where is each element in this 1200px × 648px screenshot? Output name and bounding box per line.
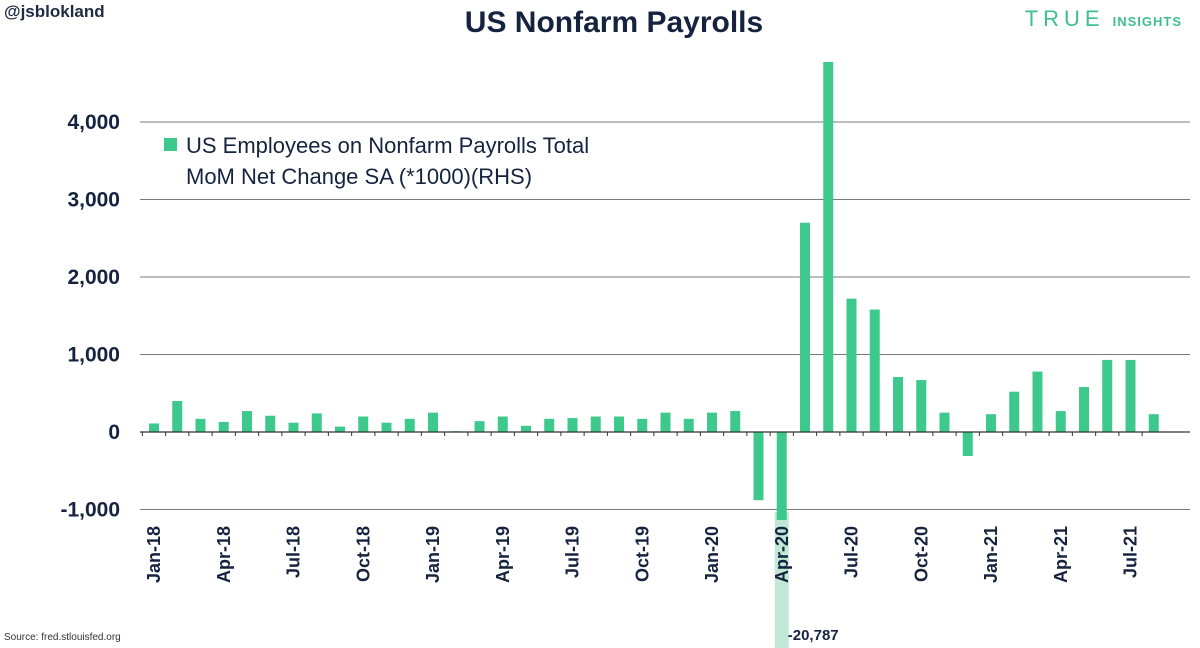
gridlines xyxy=(140,121,1190,510)
bar-dec-19 xyxy=(683,418,694,432)
bar-aug-20 xyxy=(869,309,880,432)
bar-mar-20 xyxy=(753,432,764,501)
axes: -1,000 0 1,000 2,000 3,000 4,000 Jan-18 Apr-18 J… xyxy=(60,111,1190,644)
x-tick-label: Jan-19 xyxy=(423,526,443,583)
bars xyxy=(149,62,1159,520)
y-tick-label: -1,000 xyxy=(60,499,120,522)
bar-apr-21 xyxy=(1055,411,1066,432)
bar-aug-18 xyxy=(311,413,322,432)
x-tick-label: Apr-18 xyxy=(214,526,234,583)
x-tick-label: Apr-20 xyxy=(772,526,792,583)
bar-mar-21 xyxy=(1032,371,1043,432)
bar-oct-19 xyxy=(637,418,648,432)
clipped-value-label: -20,787 xyxy=(788,627,839,644)
author-handle: @jsblokland xyxy=(4,2,105,21)
bar-sep-20 xyxy=(893,376,903,432)
y-tick-label: 1,000 xyxy=(67,344,120,367)
x-tick-label: Jul-18 xyxy=(284,526,304,578)
bar-feb-18 xyxy=(172,401,183,432)
bar-may-20 xyxy=(800,222,810,432)
legend-swatch xyxy=(164,138,177,151)
x-tick-label: Oct-18 xyxy=(353,526,373,582)
source-note: Source: fred.stlouisfed.org xyxy=(4,632,121,643)
brand-logo: TRUE INSIGHTS xyxy=(1025,6,1182,32)
bar-may-19 xyxy=(521,425,531,432)
bar-nov-19 xyxy=(660,412,671,432)
bar-dec-20 xyxy=(962,432,973,457)
bar-apr-18 xyxy=(218,421,229,432)
bar-may-18 xyxy=(242,411,252,432)
bar-jan-21 xyxy=(986,414,996,432)
x-tick-label: Jul-21 xyxy=(1121,526,1141,578)
bar-jan-18 xyxy=(149,423,159,432)
bar-jun-21 xyxy=(1102,359,1113,432)
y-tick-label: 2,000 xyxy=(67,266,120,289)
x-tick-label: Jan-21 xyxy=(981,526,1001,583)
bar-apr-19 xyxy=(497,416,508,432)
bar-jul-19 xyxy=(567,418,578,432)
bar-dec-18 xyxy=(404,418,415,432)
x-tick-label: Jan-20 xyxy=(702,526,722,583)
bar-jun-19 xyxy=(544,418,555,432)
bar-nov-18 xyxy=(381,422,392,432)
x-tick-label: Jan-18 xyxy=(144,526,164,583)
y-tick-label: 3,000 xyxy=(67,189,120,212)
x-tick-label: Jul-19 xyxy=(563,526,583,578)
chart-title: US Nonfarm Payrolls xyxy=(464,6,764,39)
bar-nov-20 xyxy=(939,412,950,432)
bar-jul-21 xyxy=(1125,359,1136,432)
bar-sep-18 xyxy=(335,426,345,432)
bar-oct-20 xyxy=(916,380,927,432)
x-tick-label: Apr-19 xyxy=(493,526,513,583)
y-tick-label: 0 xyxy=(108,421,120,444)
bar-aug-21 xyxy=(1148,414,1159,432)
bar-aug-19 xyxy=(590,416,601,432)
legend-label-line-2: MoM Net Change SA (*1000)(RHS) xyxy=(186,164,532,189)
x-tick-label: Oct-20 xyxy=(911,526,931,582)
bar-feb-21 xyxy=(1009,391,1020,432)
bar-jan-20 xyxy=(707,412,717,432)
bar-jun-20 xyxy=(823,62,834,432)
legend: US Employees on Nonfarm Payrolls Total M… xyxy=(164,133,589,189)
legend-label-line-1: US Employees on Nonfarm Payrolls Total xyxy=(186,133,589,158)
bar-jul-18 xyxy=(288,422,299,432)
bar-feb-20 xyxy=(730,411,741,432)
bar-jun-18 xyxy=(265,415,276,432)
bar-jul-20 xyxy=(846,298,857,432)
y-tick-label: 4,000 xyxy=(67,111,120,134)
x-tick-label: Oct-19 xyxy=(632,526,652,582)
bar-jan-19 xyxy=(428,412,438,432)
bar-mar-19 xyxy=(474,421,485,432)
x-tick-label: Jul-20 xyxy=(842,526,862,578)
brand-logo-sub: INSIGHTS xyxy=(1112,14,1182,29)
highlight-layer xyxy=(774,512,789,648)
clip-highlight xyxy=(774,512,789,648)
x-tick-label: Apr-21 xyxy=(1051,526,1071,583)
bar-may-21 xyxy=(1079,387,1089,432)
bar-mar-18 xyxy=(195,418,206,432)
brand-logo-main: TRUE xyxy=(1024,6,1105,31)
bar-sep-19 xyxy=(614,416,624,432)
bar-apr-20 xyxy=(776,432,787,520)
bar-oct-18 xyxy=(358,416,369,432)
